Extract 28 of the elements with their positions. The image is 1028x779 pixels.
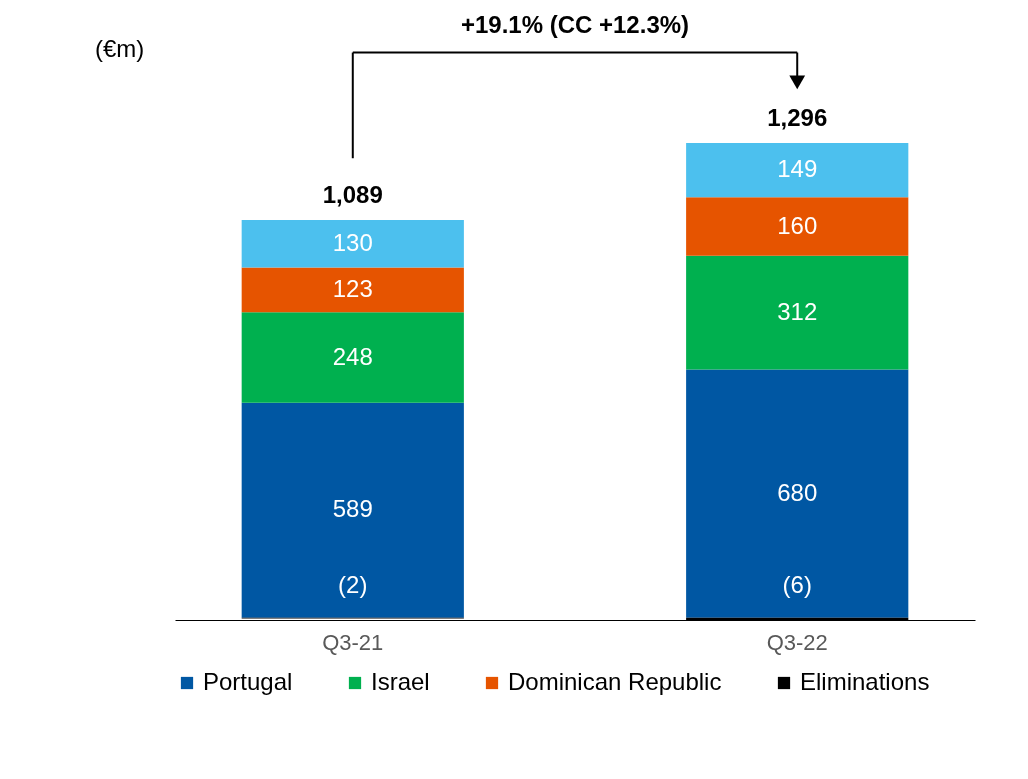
bar bbox=[686, 369, 909, 618]
data-label: 130 bbox=[332, 228, 373, 256]
data-label: 123 bbox=[332, 274, 373, 302]
data-label: 149 bbox=[777, 155, 818, 183]
bar bbox=[686, 197, 909, 256]
bar bbox=[241, 267, 464, 313]
bar bbox=[686, 142, 909, 198]
bar bbox=[241, 402, 464, 618]
x-tick-label: Q3-21 bbox=[322, 629, 384, 655]
total-label: 1,089 bbox=[322, 180, 383, 208]
legend-label: Dominican Republic bbox=[508, 668, 722, 695]
legend-label: Israel bbox=[371, 668, 430, 695]
data-label: 589 bbox=[332, 495, 373, 523]
data-label: 248 bbox=[332, 342, 373, 370]
y-axis-title: (€m) bbox=[95, 35, 145, 62]
legend-label: Portugal bbox=[203, 668, 293, 695]
bar bbox=[241, 312, 464, 403]
chart-title: +19.1% (CC +12.3%) bbox=[460, 11, 690, 38]
bar bbox=[241, 219, 464, 268]
data-label: 680 bbox=[777, 478, 818, 506]
legend-label: Eliminations bbox=[800, 668, 930, 695]
data-label: (2) bbox=[338, 570, 368, 598]
data-label: (6) bbox=[782, 570, 812, 598]
data-label: 312 bbox=[777, 297, 818, 325]
data-label: 160 bbox=[777, 211, 818, 239]
bar bbox=[686, 255, 909, 370]
x-tick-label: Q3-22 bbox=[766, 629, 828, 655]
total-label: 1,296 bbox=[767, 103, 828, 131]
